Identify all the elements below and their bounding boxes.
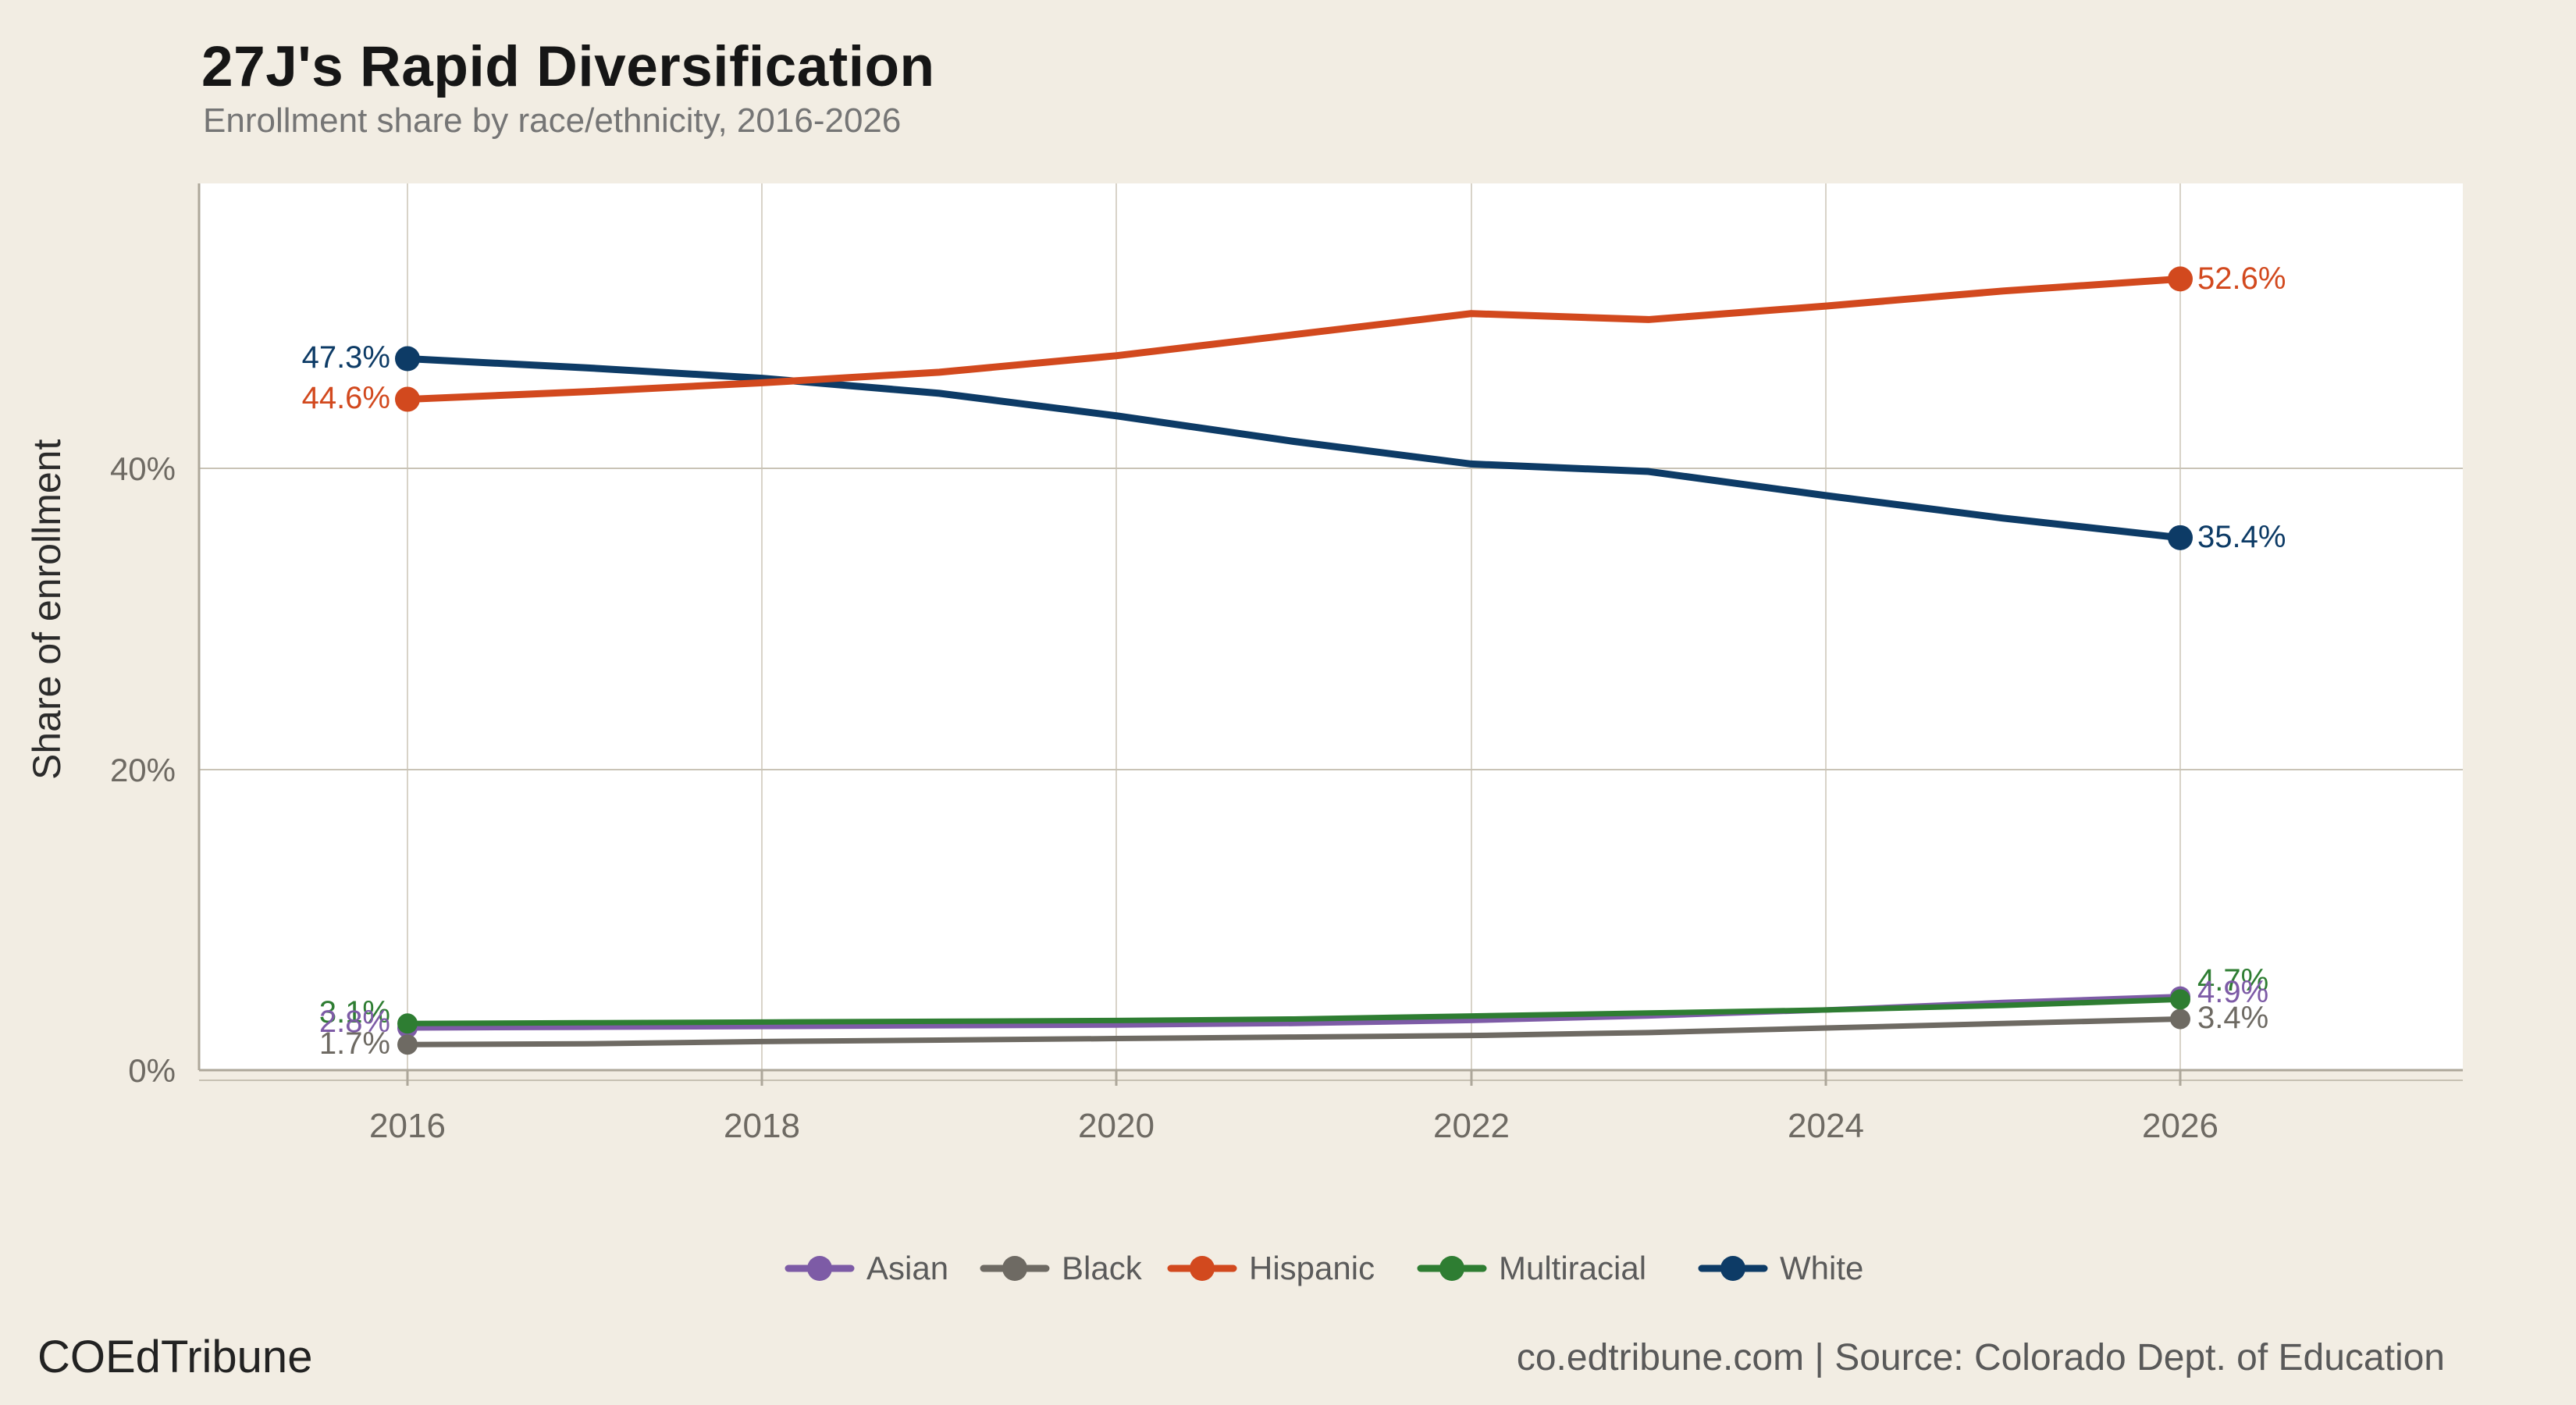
svg-text:White: White <box>1780 1250 1863 1286</box>
svg-text:40%: 40% <box>110 450 176 487</box>
svg-text:Hispanic: Hispanic <box>1249 1250 1375 1286</box>
svg-text:52.6%: 52.6% <box>2197 261 2286 296</box>
svg-text:Multiracial: Multiracial <box>1499 1250 1646 1286</box>
svg-text:47.3%: 47.3% <box>302 340 390 375</box>
svg-text:0%: 0% <box>128 1052 176 1089</box>
svg-text:44.6%: 44.6% <box>302 381 390 415</box>
svg-text:1.7%: 1.7% <box>319 1026 390 1061</box>
svg-text:2016: 2016 <box>369 1107 446 1145</box>
svg-text:2020: 2020 <box>1078 1107 1155 1145</box>
svg-text:2022: 2022 <box>1433 1107 1510 1145</box>
svg-text:20%: 20% <box>110 752 176 788</box>
svg-text:Asian: Asian <box>866 1250 948 1286</box>
svg-text:3.4%: 3.4% <box>2197 1001 2268 1035</box>
svg-text:2026: 2026 <box>2142 1107 2218 1145</box>
svg-text:35.4%: 35.4% <box>2197 520 2286 554</box>
svg-text:2024: 2024 <box>1788 1107 1864 1145</box>
svg-text:2018: 2018 <box>724 1107 800 1145</box>
svg-text:Black: Black <box>1062 1250 1143 1286</box>
